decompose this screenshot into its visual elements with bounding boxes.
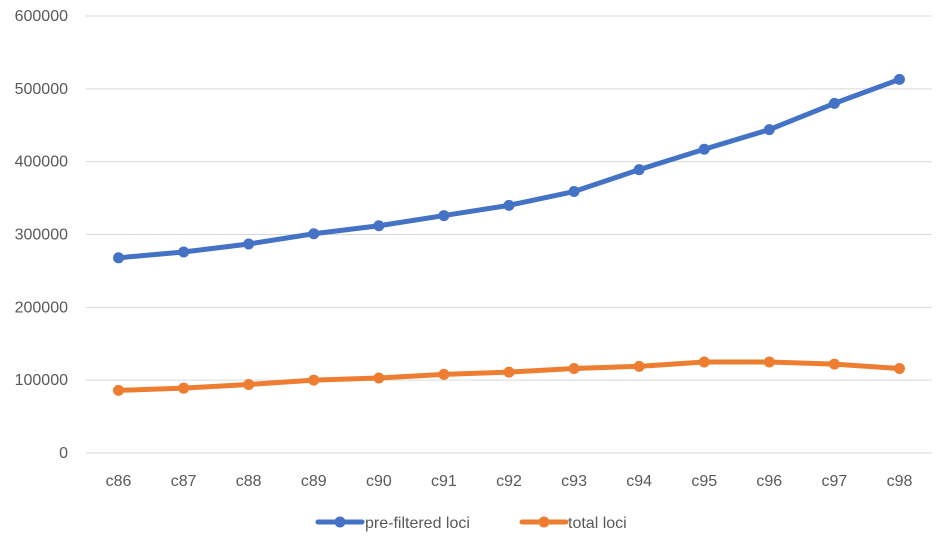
data-point bbox=[113, 252, 125, 264]
gridlines bbox=[86, 15, 932, 454]
data-point bbox=[373, 372, 385, 384]
data-point bbox=[308, 374, 320, 386]
y-tick-label: 400000 bbox=[15, 154, 68, 171]
y-tick-label: 100000 bbox=[15, 372, 68, 389]
y-tick-label: 500000 bbox=[15, 81, 68, 98]
data-point bbox=[568, 186, 580, 198]
data-point bbox=[243, 238, 255, 250]
series-line bbox=[116, 76, 902, 261]
x-tick-label: c90 bbox=[366, 473, 392, 490]
x-tick-label: c98 bbox=[887, 473, 913, 490]
data-point bbox=[178, 382, 190, 394]
data-point bbox=[243, 379, 255, 391]
series-pre-filtered-loci bbox=[113, 73, 905, 264]
legend-label: pre-filtered loci bbox=[365, 515, 470, 532]
y-tick-label: 300000 bbox=[15, 227, 68, 244]
x-tick-label: c96 bbox=[756, 473, 782, 490]
data-point bbox=[893, 363, 905, 375]
y-tick-label: 0 bbox=[59, 445, 68, 462]
data-point bbox=[503, 199, 515, 211]
legend-item: total loci bbox=[519, 515, 627, 532]
series-group bbox=[113, 73, 905, 396]
x-tick-label: c89 bbox=[301, 473, 327, 490]
y-axis: 0 100000 200000 300000 400000 500000 600000 bbox=[15, 8, 68, 462]
data-point bbox=[113, 384, 125, 396]
data-point bbox=[633, 164, 645, 176]
legend: pre-filtered loci total loci bbox=[315, 515, 627, 532]
legend-swatch-marker bbox=[538, 516, 550, 528]
data-point bbox=[438, 368, 450, 380]
data-point bbox=[893, 73, 905, 85]
data-point bbox=[698, 356, 710, 368]
x-tick-label: c97 bbox=[821, 473, 847, 490]
x-tick-label: c93 bbox=[561, 473, 587, 490]
x-tick-label: c86 bbox=[106, 473, 132, 490]
y-tick-label: 200000 bbox=[15, 299, 68, 316]
x-tick-label: c94 bbox=[626, 473, 652, 490]
x-tick-label: c88 bbox=[236, 473, 262, 490]
data-point bbox=[828, 358, 840, 370]
y-tick-label: 600000 bbox=[15, 8, 68, 25]
data-point bbox=[503, 366, 515, 378]
x-tick-label: c95 bbox=[691, 473, 717, 490]
data-point bbox=[568, 363, 580, 375]
legend-label: total loci bbox=[568, 515, 627, 532]
series-total-loci bbox=[113, 356, 905, 396]
data-point bbox=[308, 228, 320, 240]
legend-swatch-marker bbox=[334, 516, 346, 528]
x-tick-label: c91 bbox=[431, 473, 457, 490]
data-point bbox=[828, 97, 840, 109]
data-point bbox=[373, 220, 385, 232]
data-point bbox=[178, 246, 190, 258]
x-tick-label: c92 bbox=[496, 473, 522, 490]
data-point bbox=[763, 124, 775, 136]
data-point bbox=[763, 356, 775, 368]
legend-item: pre-filtered loci bbox=[315, 515, 470, 532]
data-point bbox=[633, 360, 645, 372]
x-tick-label: c87 bbox=[171, 473, 197, 490]
data-point bbox=[438, 210, 450, 222]
data-point bbox=[698, 143, 710, 155]
x-axis: c86 c87 c88 c89 c90 c91 c92 c93 c94 c95 c96 c97 c98 bbox=[106, 473, 913, 490]
